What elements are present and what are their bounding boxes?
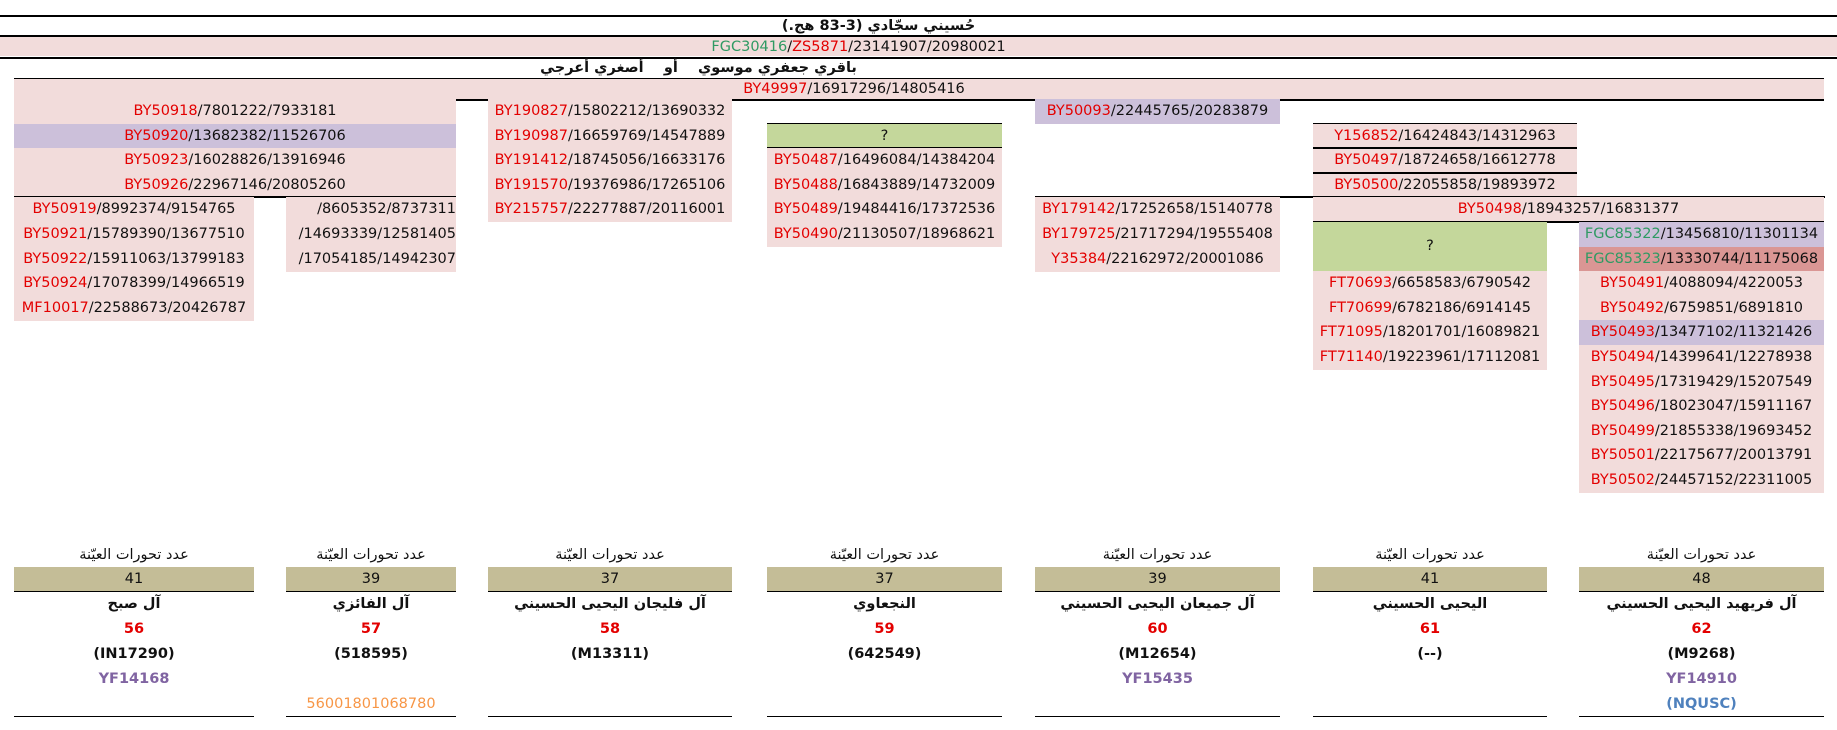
snp-cell: BY190827/15802212/13690332 xyxy=(488,99,732,124)
haplogroup-label: YF14168 xyxy=(98,671,170,687)
root-snp-row: FGC30416/ZS5871/23141907/20980021 xyxy=(0,37,1837,56)
family-name: آل جميعان اليحيى الحسيني xyxy=(1060,596,1255,612)
unknown-cell: ? xyxy=(1313,222,1547,272)
mutation-count: 41 xyxy=(14,567,254,591)
member-number: 57 xyxy=(360,621,382,637)
snp-cell: BY50923/16028826/13916946 xyxy=(14,148,456,174)
mutation-count: 39 xyxy=(1035,567,1280,591)
kit-id: (518595) xyxy=(334,646,408,662)
snp-cell: BY50922/15911063/13799183 xyxy=(14,246,254,272)
snp-cell: BY50499/21855338/19693452 xyxy=(1579,418,1824,444)
member-number: 59 xyxy=(874,621,895,637)
member-number: 60 xyxy=(1147,621,1168,637)
snp-cell: BY191412/18745056/16633176 xyxy=(488,148,732,174)
family-name: النجعاوي xyxy=(853,596,916,612)
kit-id: (--) xyxy=(1417,646,1443,662)
subtitle-row: باقري جعفري موسوي أو أصغري أعرجي xyxy=(540,60,857,76)
snp-cell: BY50487/16496084/14384204 xyxy=(767,148,1002,174)
extra-id: 56001801068780 xyxy=(306,696,436,712)
snp-cell: BY179725/21717294/19555408 xyxy=(1035,222,1280,247)
snp-cell: BY50488/16843889/14732009 xyxy=(767,172,1002,198)
snp-cell: BY50920/13682382/11526706 xyxy=(14,123,456,149)
snp-cell: BY50493/13477102/11321426 xyxy=(1579,320,1824,346)
haplogroup-label: YF14910 xyxy=(1666,671,1737,687)
snp-cell: /8605352/8737311 xyxy=(286,197,456,223)
snp-cell: BY50494/14399641/12278938 xyxy=(1579,345,1824,370)
snp-cell: BY50495/17319429/15207549 xyxy=(1579,369,1824,395)
snp-cell: BY191570/19376986/17265106 xyxy=(488,172,732,198)
snp-cell: FT70693/6658583/6790542 xyxy=(1313,271,1547,297)
snp-cell: BY190987/16659769/14547889 xyxy=(488,123,732,149)
family-name: آل فريهيد اليحيى الحسيني xyxy=(1606,596,1797,612)
snp-cell: BY50919/8992374/9154765 xyxy=(14,197,254,223)
snp-cell: BY50500/22055858/19893972 xyxy=(1313,172,1577,198)
haplogroup-label: YF15435 xyxy=(1122,671,1193,687)
kit-id: (IN17290) xyxy=(93,646,175,662)
mutation-count: 37 xyxy=(488,567,732,591)
family-name: اليحيى الحسيني xyxy=(1372,596,1488,612)
snp-cell: FT71140/19223961/17112081 xyxy=(1313,345,1547,370)
member-number: 58 xyxy=(599,621,621,637)
kit-id: (642549) xyxy=(847,646,922,662)
snp-cell: BY50918/7801222/7933181 xyxy=(14,99,456,124)
snp-cell: BY50490/21130507/18968621 xyxy=(767,222,1002,247)
snp-cell: /17054185/14942307 xyxy=(286,246,456,272)
mutation-count-label: عدد تحورات العيّنة xyxy=(555,547,665,563)
unknown-cell: ? xyxy=(767,123,1002,149)
snp-cell: BY50924/17078399/14966519 xyxy=(14,271,254,297)
snp-cell: MF10017/22588673/20426787 xyxy=(14,295,254,321)
member-number: 61 xyxy=(1419,621,1441,637)
mutation-count-label: عدد تحورات العيّنة xyxy=(1375,547,1485,563)
mutation-count-label: عدد تحورات العيّنة xyxy=(1102,547,1213,563)
snp-cell: BY50502/24457152/22311005 xyxy=(1579,468,1824,493)
snp-cell: BY50496/18023047/15911167 xyxy=(1579,394,1824,420)
snp-cell: Y156852/16424843/14312963 xyxy=(1313,123,1577,149)
snp-cell: FGC85323/13330744/11175068 xyxy=(1579,246,1824,272)
snp-cell: /14693339/12581405 xyxy=(286,222,456,247)
family-name: آل فليجان اليحيى الحسيني xyxy=(514,596,706,612)
mutation-count: 39 xyxy=(286,567,456,591)
snp-cell: BY215757/22277887/20116001 xyxy=(488,197,732,223)
snp-cell: BY50921/15789390/13677510 xyxy=(14,222,254,247)
member-number: 56 xyxy=(123,621,145,637)
mutation-count: 48 xyxy=(1579,567,1824,591)
snp-cell: BY50492/6759851/6891810 xyxy=(1579,295,1824,321)
snp-cell: FT70699/6782186/6914145 xyxy=(1313,295,1547,321)
mutation-count-label: عدد تحورات العيّنة xyxy=(829,547,940,563)
page-title: حُسيني سجّادي (3-83 هج.) xyxy=(781,17,976,34)
snp-cell: BY50497/18724658/16612778 xyxy=(1313,148,1577,174)
mutation-count-label: عدد تحورات العيّنة xyxy=(316,547,426,563)
snp-cell: BY50926/22967146/20805260 xyxy=(14,172,456,198)
extra-id: (NQUSC) xyxy=(1666,696,1737,712)
mutation-count: 37 xyxy=(767,567,1002,591)
snp-cell: BY50498/18943257/16831377 xyxy=(1313,197,1824,223)
snp-cell: BY50093/22445765/20283879 xyxy=(1035,99,1280,124)
snp-cell: BY50491/4088094/4220053 xyxy=(1579,271,1824,297)
snp-cell: Y35384/22162972/20001086 xyxy=(1035,246,1280,272)
family-name: آل صبح xyxy=(107,596,161,612)
member-number: 62 xyxy=(1691,621,1712,637)
main-snp-row: BY49997/16917296/14805416 xyxy=(14,79,1824,99)
snp-cell: BY50489/19484416/17372536 xyxy=(767,197,1002,223)
kit-id: (M13311) xyxy=(570,646,650,662)
snp-cell: FT71095/18201701/16089821 xyxy=(1313,320,1547,346)
snp-cell: FGC85322/13456810/11301134 xyxy=(1579,222,1824,247)
snp-cell: BY50501/22175677/20013791 xyxy=(1579,443,1824,469)
family-name: آل الفائزي xyxy=(332,596,410,612)
kit-id: (M9268) xyxy=(1667,646,1736,662)
kit-id: (M12654) xyxy=(1118,646,1197,662)
mutation-count: 41 xyxy=(1313,567,1547,591)
snp-cell: BY179142/17252658/15140778 xyxy=(1035,197,1280,223)
mutation-count-label: عدد تحورات العيّنة xyxy=(1646,547,1757,563)
mutation-count-label: عدد تحورات العيّنة xyxy=(79,547,189,563)
